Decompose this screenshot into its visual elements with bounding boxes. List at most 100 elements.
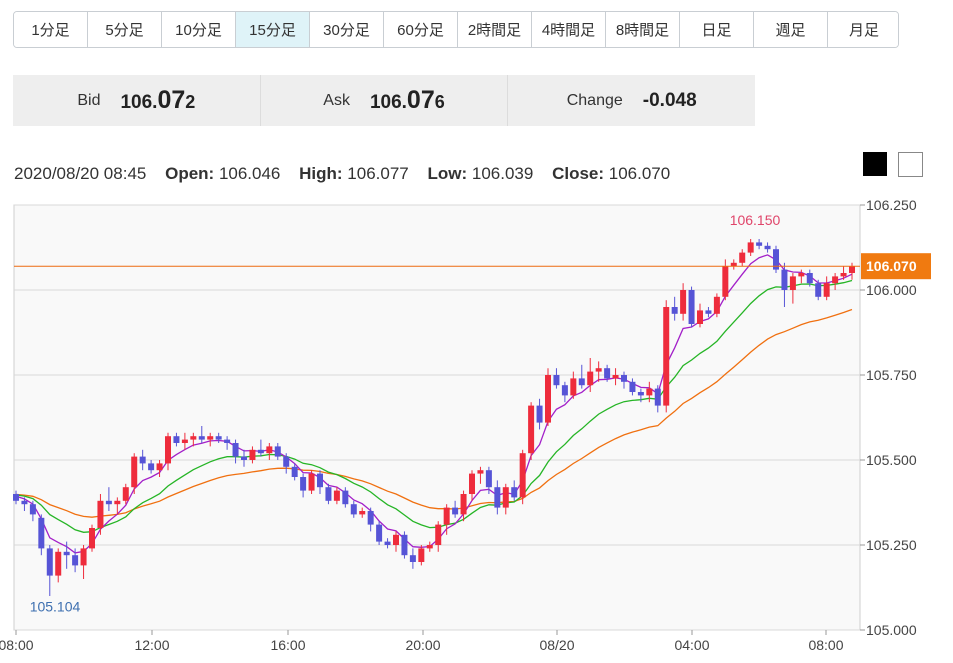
candle-body xyxy=(773,249,779,270)
candle-body xyxy=(832,276,839,284)
candle-body xyxy=(840,273,847,277)
candle-body xyxy=(173,436,180,443)
low-label: Low: xyxy=(427,164,468,183)
candle-body xyxy=(494,487,501,508)
candle-body xyxy=(452,507,459,515)
candle-body xyxy=(122,487,129,501)
candle-body xyxy=(485,470,492,488)
ma-long-line xyxy=(15,308,853,518)
candlestick-chart[interactable]: 106.250 106.000 105.750 105.500 105.250 105.0… xyxy=(0,195,953,663)
candle-body xyxy=(72,555,79,566)
candle-body xyxy=(38,517,45,549)
y-tick-label: 105.000 xyxy=(866,622,917,638)
bid-big-digits: 07 xyxy=(157,86,186,114)
candle-body xyxy=(156,463,163,471)
candle-body xyxy=(697,310,703,324)
bid-small-digit: 2 xyxy=(185,92,196,112)
candle-body xyxy=(97,500,104,528)
candle-body xyxy=(663,307,670,406)
ma-mid-line xyxy=(15,279,853,533)
candle-body xyxy=(232,443,239,457)
candle-body xyxy=(409,555,416,562)
tab-10分足[interactable]: 10分足 xyxy=(162,12,236,47)
tab-8時間足[interactable]: 8時間足 xyxy=(606,12,680,47)
candle-body xyxy=(46,548,53,576)
candle-body xyxy=(604,368,611,379)
candle-body xyxy=(13,494,19,501)
candle-body xyxy=(198,436,205,440)
candle-body xyxy=(63,551,70,556)
current-price-tag xyxy=(861,253,931,280)
high-annotation: 106.150 xyxy=(730,212,781,228)
candle-body xyxy=(823,283,830,297)
tab-2時間足[interactable]: 2時間足 xyxy=(458,12,532,47)
candle-body xyxy=(350,504,357,515)
tab-15分足[interactable]: 15分足 xyxy=(236,12,310,47)
candle-body xyxy=(274,446,281,457)
candle-body xyxy=(148,463,155,471)
close-label: Close: xyxy=(552,164,605,183)
tab-5分足[interactable]: 5分足 xyxy=(88,12,162,47)
tab-1分足[interactable]: 1分足 xyxy=(14,12,88,47)
x-tick-label: 08:00 xyxy=(808,637,843,653)
ask-prefix: 106. xyxy=(369,92,407,113)
bid-cell: Bid 106.072 xyxy=(13,75,261,126)
ask-big-digits: 07 xyxy=(406,86,435,114)
candle-body xyxy=(257,449,264,454)
candle-body xyxy=(570,378,577,396)
dark-theme-button[interactable] xyxy=(863,152,887,176)
tab-月足[interactable]: 月足 xyxy=(828,12,898,47)
candle-body xyxy=(401,534,408,556)
change-label: Change xyxy=(566,91,623,109)
tab-日足[interactable]: 日足 xyxy=(680,12,754,47)
candle-body xyxy=(426,545,433,549)
candle-body xyxy=(105,500,112,505)
candle-body xyxy=(29,504,36,515)
candle-body xyxy=(469,473,475,494)
x-tick-label: 08/20 xyxy=(539,637,574,653)
candle-body xyxy=(376,524,383,542)
candle-body xyxy=(384,541,391,545)
candle-body xyxy=(722,266,729,297)
candle-body xyxy=(460,494,467,515)
candle-body xyxy=(713,296,720,314)
candle-body xyxy=(333,490,340,501)
light-theme-button[interactable] xyxy=(898,152,923,177)
bid-value: 106.072 xyxy=(120,86,195,115)
candle-body xyxy=(325,487,332,501)
candle-body xyxy=(798,273,805,277)
candle-body xyxy=(342,490,349,505)
tab-30分足[interactable]: 30分足 xyxy=(310,12,384,47)
candle-body xyxy=(165,436,171,464)
y-tick-label: 106.000 xyxy=(866,282,917,298)
candle-body xyxy=(578,378,585,386)
candle-body xyxy=(629,381,636,392)
candle-body xyxy=(587,371,594,386)
y-tick-label: 105.250 xyxy=(866,537,917,553)
tab-60分足[interactable]: 60分足 xyxy=(384,12,458,47)
close-value: 106.070 xyxy=(608,164,671,183)
candle-body xyxy=(241,456,247,460)
candle-body xyxy=(21,500,28,505)
y-tick-label: 105.750 xyxy=(866,367,917,383)
candle-body xyxy=(849,266,855,273)
open-label: Open: xyxy=(165,164,215,183)
current-price-label: 106.070 xyxy=(866,258,917,274)
candle-body xyxy=(595,368,602,372)
ohlc-datetime: 2020/08/20 08:45 xyxy=(14,164,147,183)
candle-body xyxy=(80,548,87,566)
x-tick-label: 12:00 xyxy=(134,637,169,653)
candle-body xyxy=(300,477,307,491)
candle-body xyxy=(418,548,425,562)
candle-body xyxy=(781,269,788,290)
tab-週足[interactable]: 週足 xyxy=(754,12,828,47)
tab-4時間足[interactable]: 4時間足 xyxy=(532,12,606,47)
x-tick-label: 16:00 xyxy=(270,637,305,653)
candle-body xyxy=(621,375,627,382)
candle-body xyxy=(435,524,442,545)
candle-body xyxy=(443,507,450,525)
candle-body xyxy=(528,405,535,454)
candle-body xyxy=(739,252,746,263)
candle-body xyxy=(671,307,678,314)
ask-value: 106.076 xyxy=(370,86,445,115)
